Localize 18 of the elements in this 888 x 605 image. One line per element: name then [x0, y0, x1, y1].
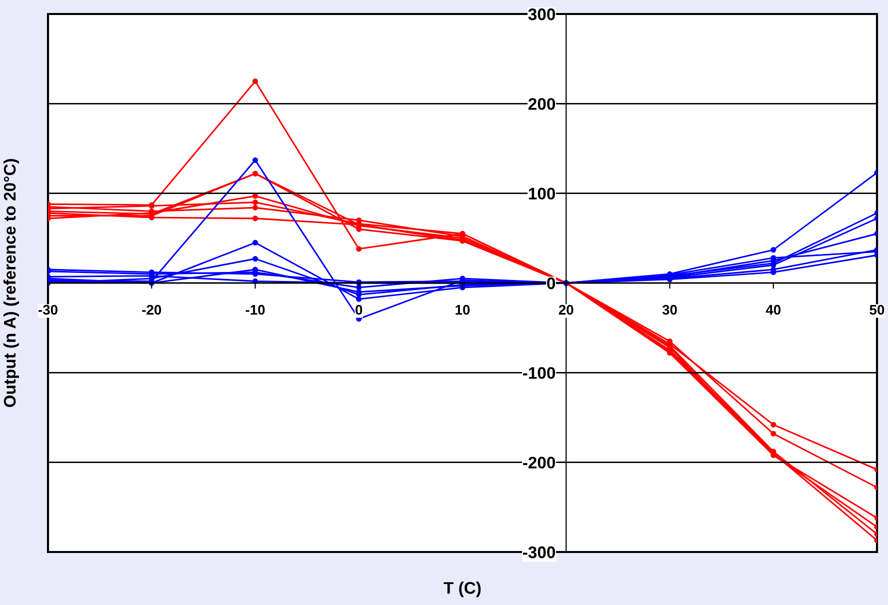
y-tick-label: -100: [523, 367, 556, 379]
x-tick-label: 50: [870, 304, 884, 315]
y-tick-label: -300: [523, 546, 556, 558]
y-tick-label: 300: [528, 8, 556, 20]
y-tick-label: 0: [547, 277, 556, 290]
x-tick-label: -30: [38, 304, 58, 315]
x-tick-label: 30: [662, 304, 677, 315]
x-tick-label: 10: [456, 304, 470, 315]
y-tick-label: -200: [523, 456, 556, 469]
x-tick-label: -10: [246, 304, 265, 315]
y-axis-title: Output (n A) (reference to 20°C): [3, 159, 19, 408]
x-axis-title: T (C): [444, 582, 481, 598]
x-tick-label: 40: [766, 304, 781, 315]
y-tick-label: 100: [528, 188, 556, 200]
x-tick-label: -20: [142, 304, 162, 315]
y-tick-label: 200: [528, 98, 556, 110]
x-tick-label: 0: [356, 304, 362, 315]
x-tick-label: 20: [558, 304, 574, 315]
